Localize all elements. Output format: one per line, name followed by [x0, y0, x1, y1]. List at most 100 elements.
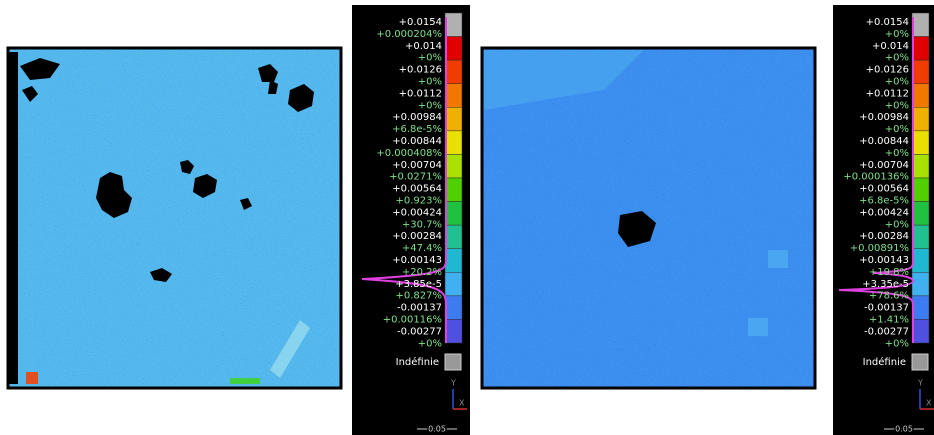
percentage-label: +1.41% [869, 315, 909, 326]
undefined-swatch [911, 353, 929, 371]
percentage-label: +0.00116% [383, 315, 442, 326]
percentage-label: +0.000136% [843, 172, 909, 183]
percentage-label: +0% [885, 148, 909, 159]
percentage-label: +0.0271% [389, 172, 442, 183]
color-cell [444, 295, 463, 320]
color-cell [911, 295, 930, 320]
percentage-label: +0.000408% [376, 148, 442, 159]
percentage-label: +0.000204% [376, 29, 442, 40]
percentage-label: +0% [418, 77, 442, 88]
value-label: +0.00284 [392, 231, 442, 242]
color-cell [911, 12, 930, 37]
value-label: +0.0154 [866, 17, 909, 28]
value-label: +0.0112 [866, 88, 909, 99]
percentage-label: +6.8e-5% [859, 196, 909, 207]
color-cell [444, 224, 463, 249]
percentage-label: +0% [885, 100, 909, 111]
left-map [6, 46, 343, 390]
color-cell [444, 272, 463, 297]
color-cell [911, 319, 930, 344]
right-map [480, 46, 817, 390]
color-cell [911, 272, 930, 297]
legend-panel: +0.0154+0.000204%+0.014+0%+0.0126+0%+0.0… [352, 5, 470, 435]
histogram-curve [361, 17, 447, 343]
color-cell [444, 12, 463, 37]
value-label: +0.00284 [859, 231, 909, 242]
percentage-label: +30.7% [402, 219, 442, 230]
color-cell [911, 224, 930, 249]
value-label: -0.00277 [864, 326, 909, 337]
color-cell [911, 154, 930, 179]
undefined-label: Indéfinie [863, 356, 906, 368]
value-label: +0.0126 [866, 65, 909, 76]
value-label: +0.00984 [859, 112, 909, 123]
color-cell [911, 177, 930, 202]
percentage-label: +0.00891% [850, 243, 909, 254]
color-cell [444, 107, 463, 132]
percentage-label: +20.2% [402, 267, 442, 278]
color-cell [911, 130, 930, 155]
undefined-label: Indéfinie [396, 356, 439, 368]
percentage-label: +0% [885, 338, 909, 349]
value-label: +0.00984 [392, 112, 442, 123]
value-label: -0.00277 [397, 326, 442, 337]
color-cell [911, 83, 930, 108]
value-label: +0.00424 [392, 207, 442, 218]
color-cell [911, 201, 930, 226]
value-label: +0.00844 [392, 136, 442, 147]
color-cell [444, 248, 463, 273]
percentage-label: +47.4% [402, 243, 442, 254]
legend-panel: +0.0154+0%+0.014+0%+0.0126+0%+0.0112+0%+… [833, 5, 934, 435]
value-label: +0.00704 [392, 160, 442, 171]
value-label: +0.00564 [392, 184, 442, 195]
color-cell [444, 130, 463, 155]
percentage-label: +0% [885, 29, 909, 40]
value-label: +0.00143 [859, 255, 909, 266]
color-cell [911, 36, 930, 61]
axis-y-label: Y [450, 379, 456, 388]
percentage-label: +0.923% [395, 196, 442, 207]
percentage-label: +19.8% [869, 267, 909, 278]
value-label: +0.00143 [392, 255, 442, 266]
value-label: +0.014 [405, 41, 442, 52]
axis-x-label: X [926, 399, 932, 408]
color-cell [911, 248, 930, 273]
color-cell [444, 83, 463, 108]
color-cell [444, 319, 463, 344]
color-cell [911, 59, 930, 84]
value-label: +3.35e-5 [862, 279, 909, 290]
percentage-label: +78.6% [869, 291, 909, 302]
percentage-label: +0% [885, 53, 909, 64]
color-cell [444, 59, 463, 84]
value-label: +0.00424 [859, 207, 909, 218]
value-label: +3.85e-5 [395, 279, 442, 290]
histogram-curve [838, 17, 915, 343]
percentage-label: +0.827% [395, 291, 442, 302]
color-cell [444, 154, 463, 179]
color-cell [444, 201, 463, 226]
value-label: +0.014 [872, 41, 909, 52]
value-label: +0.0126 [399, 65, 442, 76]
percentage-label: +0% [885, 124, 909, 135]
percentage-label: +0% [418, 53, 442, 64]
axis-x-label: X [459, 399, 465, 408]
value-label: +0.0112 [399, 88, 442, 99]
percentage-label: +0% [885, 219, 909, 230]
percentage-label: +6.8e-5% [392, 124, 442, 135]
scale-label: 0.05 [428, 425, 446, 434]
value-label: +0.0154 [399, 17, 442, 28]
color-cell [911, 107, 930, 132]
value-label: +0.00564 [859, 184, 909, 195]
color-cell [444, 177, 463, 202]
percentage-label: +0% [418, 338, 442, 349]
value-label: -0.00137 [864, 303, 909, 314]
color-cell [444, 36, 463, 61]
value-label: +0.00844 [859, 136, 909, 147]
value-label: -0.00137 [397, 303, 442, 314]
percentage-label: +0% [885, 77, 909, 88]
undefined-swatch [444, 353, 462, 371]
percentage-label: +0% [418, 100, 442, 111]
axis-y-label: Y [917, 379, 923, 388]
value-label: +0.00704 [859, 160, 909, 171]
